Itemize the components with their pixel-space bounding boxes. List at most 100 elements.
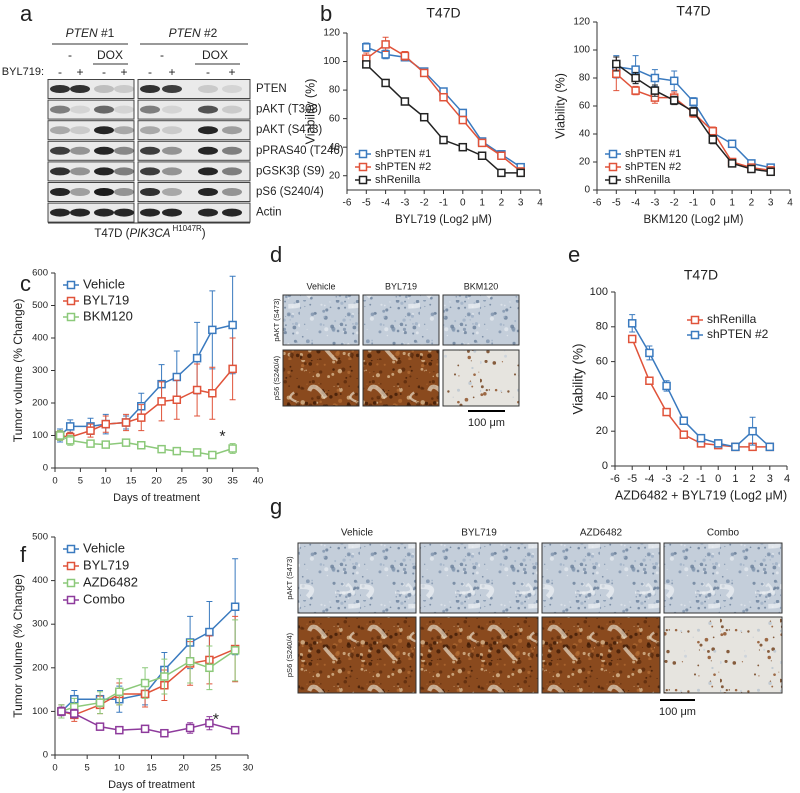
x-tick-label: 3	[768, 198, 774, 209]
blot-band	[140, 85, 160, 93]
blot-band	[140, 188, 160, 196]
blot-band	[114, 85, 134, 93]
blot-band	[94, 146, 114, 155]
blot-band	[114, 188, 134, 196]
marker	[645, 348, 654, 358]
marker	[205, 663, 214, 673]
marker	[172, 372, 182, 382]
ihc-image	[419, 616, 539, 694]
ihc-image	[541, 616, 661, 694]
marker	[362, 60, 371, 69]
blot-band	[70, 208, 90, 217]
blot-band	[50, 188, 70, 196]
x-tick-label: 25	[177, 476, 188, 487]
legend-label: shRenilla	[375, 174, 421, 186]
y-tick-label: 200	[32, 662, 48, 673]
y-tick-label: 120	[573, 17, 590, 28]
x-tick-label: 15	[146, 763, 157, 774]
blot-box	[137, 182, 251, 202]
y-tick-label: 0	[602, 460, 608, 472]
y-tick-label: 0	[43, 750, 48, 761]
y-axis-label: Viability (%)	[571, 343, 586, 414]
blot-band	[94, 167, 114, 176]
y-axis-label: Viability (%)	[303, 79, 317, 145]
blot-band	[222, 126, 242, 135]
y-tick-label: 40	[596, 390, 608, 402]
blot-band	[50, 105, 70, 114]
blot-band	[94, 85, 114, 93]
x-tick-label: 4	[537, 198, 543, 209]
x-tick-label: -2	[420, 198, 429, 209]
legend-label: shPTEN #2	[625, 161, 681, 173]
blot-row-label: PTEN	[256, 83, 287, 95]
chart-title: T47D	[676, 3, 710, 19]
x-tick-label: 4	[784, 473, 790, 485]
legend-label: shPTEN #1	[375, 148, 431, 160]
blot-box	[47, 99, 135, 120]
x-tick-label: 35	[227, 476, 238, 487]
y-tick-label: 500	[32, 300, 48, 311]
x-tick-label: 2	[750, 473, 756, 485]
marker	[477, 151, 487, 160]
blot-band	[114, 167, 134, 176]
dox-label: DOX	[97, 48, 123, 62]
ihc-column-title: BYL719	[461, 528, 497, 539]
ihc-image	[541, 542, 661, 614]
x-tick-label: 0	[460, 198, 466, 209]
x-axis-label: Days of treatment	[108, 779, 195, 791]
marker	[689, 107, 698, 116]
marker	[381, 40, 390, 49]
marker	[516, 168, 525, 178]
y-tick-label: 20	[596, 425, 608, 437]
marker	[121, 418, 131, 427]
ihc-image	[282, 294, 360, 346]
marker	[747, 164, 756, 174]
dox-label: DOX	[202, 48, 228, 62]
marker	[669, 96, 679, 105]
x-tick-label: 5	[85, 763, 90, 774]
y-tick-label: 400	[32, 333, 48, 344]
blot-box	[137, 99, 251, 120]
marker	[669, 76, 679, 86]
panel-label: c	[20, 271, 31, 296]
marker	[157, 397, 166, 406]
byl-sign: -	[102, 65, 106, 79]
x-tick-label: -5	[612, 198, 621, 209]
marker	[137, 441, 146, 450]
blot-band	[50, 208, 70, 217]
marker	[696, 433, 706, 443]
legend-label: shPTEN #2	[707, 327, 769, 341]
annotation: *	[213, 711, 219, 728]
marker	[172, 395, 182, 404]
x-tick-label: 0	[715, 473, 721, 485]
marker	[650, 86, 660, 95]
marker	[192, 385, 202, 395]
blot-band	[70, 146, 90, 155]
blot-band	[70, 126, 90, 135]
blot-gene: PTEN	[66, 26, 98, 40]
blot-band	[140, 146, 160, 155]
x-tick-label: 15	[126, 476, 137, 487]
blot-band	[222, 167, 242, 176]
ihc-image	[362, 294, 440, 346]
x-tick-label: -4	[631, 198, 640, 209]
x-axis-label: AZD6482 + BYL719 (Log2 μM)	[615, 488, 787, 502]
chart-title: T47D	[684, 267, 718, 283]
marker	[645, 376, 654, 385]
legend-label: shRenilla	[707, 312, 757, 326]
marker	[662, 407, 671, 417]
blot-band	[162, 208, 182, 217]
dox-label: -	[68, 48, 72, 62]
marker	[228, 444, 237, 453]
x-tick-label: 1	[479, 198, 485, 209]
y-tick-label: 100	[32, 430, 48, 441]
marker	[458, 108, 468, 118]
panel-label: a	[20, 1, 33, 26]
marker	[631, 73, 640, 83]
ihc-image	[442, 349, 520, 407]
blot-band	[94, 126, 114, 135]
x-tick-label: 5	[78, 476, 83, 487]
marker	[689, 97, 698, 107]
x-tick-label: -5	[627, 473, 637, 485]
x-tick-label: 2	[749, 198, 755, 209]
